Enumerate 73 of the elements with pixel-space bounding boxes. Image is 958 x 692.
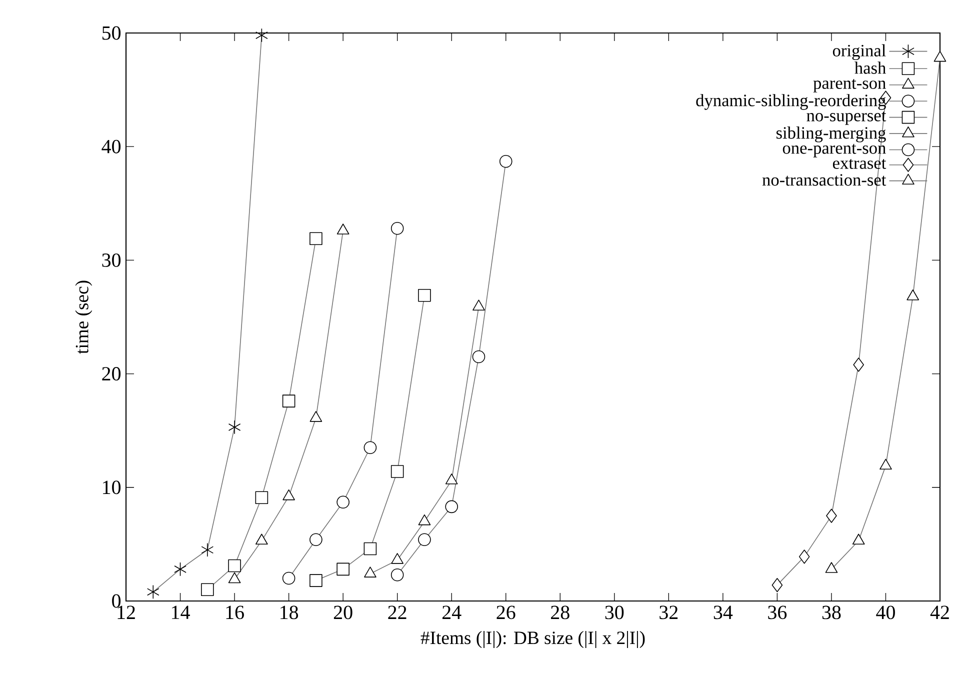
- x-tick-label: 22: [388, 606, 406, 619]
- x-tick-label: 18: [280, 606, 298, 620]
- point: [445, 474, 458, 484]
- point: [853, 358, 864, 372]
- y-axis-title: time (sec): [75, 280, 92, 354]
- x-tick-label: 12: [118, 606, 135, 619]
- point: [282, 572, 296, 585]
- y-tick-label: 50: [102, 26, 121, 40]
- x-tick-label: 40: [876, 606, 895, 620]
- point: [798, 550, 810, 564]
- point: [445, 500, 458, 514]
- point: [499, 154, 512, 168]
- point: [310, 411, 322, 422]
- point: [310, 574, 322, 587]
- point: [310, 232, 322, 246]
- point: [390, 222, 404, 235]
- point: [364, 566, 376, 578]
- point: [880, 458, 892, 470]
- point: [228, 559, 241, 572]
- y-tick-label: 30: [102, 253, 121, 267]
- y-tick-label: 10: [103, 480, 121, 494]
- x-axis-title: #Items (|I|): DB size (|I| x 2|I|): [420, 631, 645, 648]
- legend-label: no-superset: [806, 111, 886, 125]
- point: [418, 514, 431, 526]
- point: [228, 420, 241, 434]
- point: [390, 568, 404, 582]
- point: [472, 350, 486, 364]
- point: [310, 533, 322, 546]
- legend-label: extraset: [832, 158, 886, 169]
- point: [255, 534, 268, 545]
- x-tick-label: 36: [768, 606, 787, 620]
- x-tick-label: 38: [822, 606, 841, 620]
- point: [336, 496, 350, 509]
- legend-label: original: [832, 44, 886, 60]
- y-tick-label: 40: [102, 140, 121, 154]
- point: [201, 583, 214, 596]
- y-tick-label: 20: [102, 367, 121, 381]
- point: [852, 534, 865, 545]
- point: [146, 584, 160, 599]
- y-tick-label: 0: [112, 594, 121, 608]
- x-tick-label: 20: [334, 606, 352, 620]
- point: [772, 578, 783, 592]
- legend-label: dynamic-sibling-reordering: [696, 94, 886, 110]
- legend-label: parent-son: [813, 78, 886, 92]
- legend-label: sibling-merging: [776, 126, 886, 142]
- legend-label: no-transaction-set: [762, 174, 886, 186]
- x-tick-label: 16: [226, 606, 244, 620]
- point: [282, 489, 295, 500]
- point: [390, 465, 404, 478]
- x-tick-label: 14: [172, 606, 190, 619]
- point: [255, 28, 268, 42]
- point: [364, 441, 377, 454]
- x-tick-label: 30: [605, 606, 624, 620]
- point: [255, 491, 268, 504]
- x-tick-label: 32: [660, 606, 678, 620]
- legend-label: hash: [854, 62, 886, 74]
- point: [228, 572, 241, 584]
- point: [825, 562, 838, 573]
- point: [174, 562, 186, 576]
- point: [364, 542, 377, 556]
- x-tick-label: 28: [551, 606, 570, 620]
- point: [418, 289, 431, 302]
- point: [418, 533, 431, 546]
- point: [391, 553, 404, 564]
- point: [336, 562, 350, 576]
- x-tick-label: 24: [442, 606, 462, 619]
- point: [201, 542, 214, 557]
- point: [282, 394, 296, 408]
- legend-label: one-parent-son: [782, 144, 886, 158]
- x-tick-label: 42: [930, 606, 949, 619]
- x-tick-label: 26: [496, 606, 516, 620]
- point: [826, 508, 837, 523]
- x-tick-label: 34: [714, 606, 733, 620]
